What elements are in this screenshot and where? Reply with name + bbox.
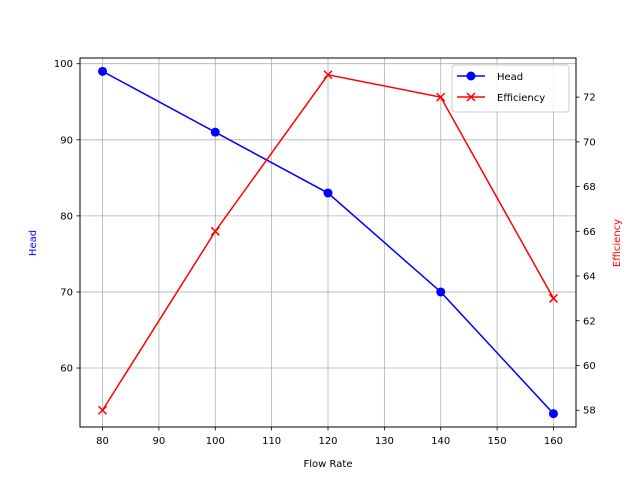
y-tick-label: 80 [60, 211, 73, 222]
x-tick-label: 150 [488, 436, 507, 447]
x-tick-label: 130 [375, 436, 394, 447]
x-axis-label: Flow Rate [304, 459, 353, 470]
right-y-axis-ticks: 58 60 62 64 66 68 70 72 [576, 93, 596, 417]
y-tick-label: 90 [60, 135, 73, 146]
y2-tick-label: 58 [583, 406, 596, 417]
y-tick-label: 100 [54, 59, 73, 70]
left-y-axis-label: Head [28, 230, 39, 256]
y2-tick-label: 66 [583, 227, 596, 238]
data-point-marker [210, 226, 220, 236]
left-y-axis-ticks: 60 70 80 90 100 [54, 59, 80, 375]
legend-efficiency-label: Efficiency [497, 93, 545, 104]
x-tick-label: 80 [96, 436, 109, 447]
y-tick-label: 60 [60, 364, 73, 375]
legend: Head Efficiency [451, 64, 570, 113]
data-point-marker [436, 287, 446, 297]
data-point-marker [98, 66, 108, 76]
grid-lines [80, 58, 576, 427]
y2-tick-label: 72 [583, 93, 596, 104]
x-tick-label: 160 [544, 436, 563, 447]
y2-tick-label: 60 [583, 361, 596, 372]
data-point-marker [548, 409, 558, 419]
data-point-marker [323, 188, 333, 198]
x-tick-label: 90 [153, 436, 166, 447]
x-tick-label: 120 [318, 436, 337, 447]
y-tick-label: 70 [60, 287, 73, 298]
series-lines [98, 66, 558, 419]
y2-tick-label: 70 [583, 137, 596, 148]
series-head [98, 66, 558, 419]
series-efficiency [98, 70, 558, 415]
data-point-marker [436, 92, 446, 102]
data-point-marker [323, 70, 333, 80]
data-point-marker [210, 127, 220, 137]
x-tick-label: 140 [431, 436, 450, 447]
y2-tick-label: 68 [583, 182, 596, 193]
legend-head-marker-icon [466, 71, 476, 81]
data-point-marker [548, 293, 558, 303]
y2-tick-label: 64 [583, 272, 596, 283]
x-axis-ticks: 80 90 100 110 120 130 140 150 160 [96, 427, 563, 447]
legend-head-label: Head [497, 72, 523, 83]
legend-efficiency-marker-icon [466, 92, 476, 102]
x-tick-label: 110 [262, 436, 281, 447]
x-tick-label: 100 [206, 436, 225, 447]
data-point-marker [98, 405, 108, 415]
right-y-axis-label: Efficiency [612, 219, 623, 267]
y2-tick-label: 62 [583, 316, 596, 327]
